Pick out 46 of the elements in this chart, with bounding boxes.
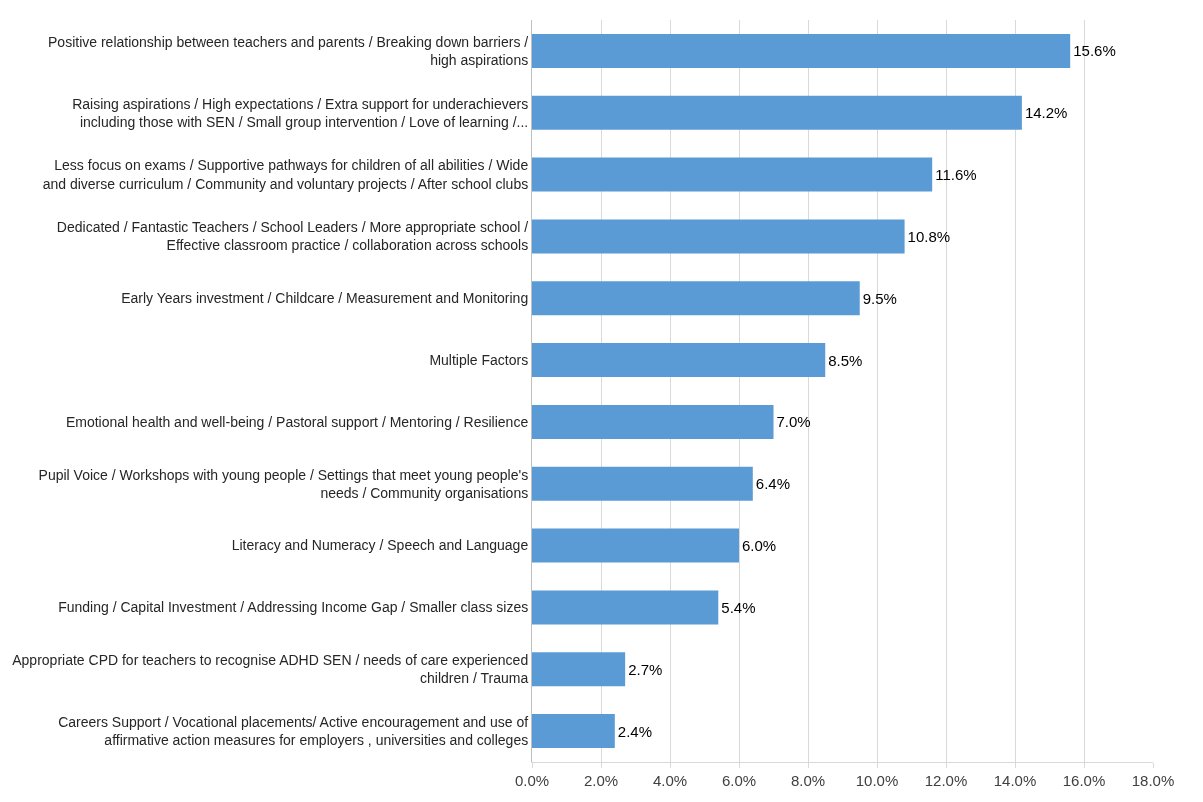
y-tick-label: Dedicated / Fantastic Teachers / School Leaders / More appropriate school / Effective classroom practice / collaboration across schools: [56, 219, 529, 254]
bar: [532, 157, 933, 192]
data-label: 5.4%: [721, 598, 756, 616]
bar: [532, 281, 860, 316]
bar: [532, 652, 626, 687]
y-tick-label: Multiple Factors: [429, 351, 529, 368]
data-label: 7.0%: [776, 413, 811, 431]
y-tick-label: Literacy and Numeracy / Speech and Language: [231, 537, 529, 554]
bar: [532, 33, 1071, 68]
y-tick-label: Less focus on exams / Supportive pathways for children of all abilities / Wide and diverse curriculum / Community and voluntary projects / After school clubs: [42, 157, 529, 192]
bar: [532, 590, 719, 625]
y-tick-label: Funding / Capital Investment / Addressing Income Gap / Smaller class sizes: [58, 599, 529, 616]
y-tick-label: Emotional health and well-being / Pastoral support / Mentoring / Resilience: [65, 413, 529, 430]
y-tick-label: Positive relationship between teachers and parents / Breaking down barriers / high aspirations: [48, 33, 529, 68]
data-label: 15.6%: [1073, 42, 1116, 60]
data-label: 8.5%: [828, 351, 863, 369]
y-tick-label: Pupil Voice / Workshops with young people / Settings that meet young people's needs / Community organisations: [38, 466, 529, 501]
x-tick-label: 2.0%: [583, 772, 619, 789]
data-label: 9.5%: [862, 289, 897, 307]
x-tick-label: 8.0%: [790, 772, 826, 789]
y-tick-label: Raising aspirations / High expectations / Extra support for underachievers including those with SEN / Small group intervention / Love of learning /...: [72, 95, 529, 130]
x-tick-label: 16.0%: [1062, 772, 1106, 789]
y-tick-label: Early Years investment / Childcare / Measurement and Monitoring: [121, 290, 529, 307]
x-tick-label: 14.0%: [993, 772, 1037, 789]
bar: [532, 404, 774, 439]
x-tick-label: 4.0%: [652, 772, 688, 789]
bar: [532, 95, 1022, 130]
y-tick-label: Careers Support / Vocational placements/ Active encouragement and use of affirmative action measures for employers , universities and colleges: [58, 713, 529, 749]
x-tick-label: 6.0%: [721, 772, 757, 789]
x-tick-label: 18.0%: [1131, 772, 1175, 789]
data-label: 11.6%: [935, 166, 977, 184]
data-label: 6.0%: [742, 537, 777, 555]
bar: [532, 343, 826, 378]
bar: [532, 714, 615, 749]
bar: [532, 219, 905, 254]
x-tick-label: 10.0%: [855, 772, 899, 789]
data-label: 2.7%: [628, 660, 663, 678]
y-tick-label: Appropriate CPD for teachers to recognise ADHD SEN / needs of care experienced children / Trauma: [12, 652, 529, 687]
data-label: 14.2%: [1024, 104, 1068, 122]
data-label: 6.4%: [755, 475, 790, 493]
bar: [532, 466, 753, 501]
bar: [532, 528, 739, 563]
data-label: 2.4%: [617, 722, 652, 740]
x-tick-label: 12.0%: [924, 772, 968, 789]
x-tick-label: 0.0%: [514, 772, 550, 789]
data-label: 10.8%: [907, 227, 951, 245]
